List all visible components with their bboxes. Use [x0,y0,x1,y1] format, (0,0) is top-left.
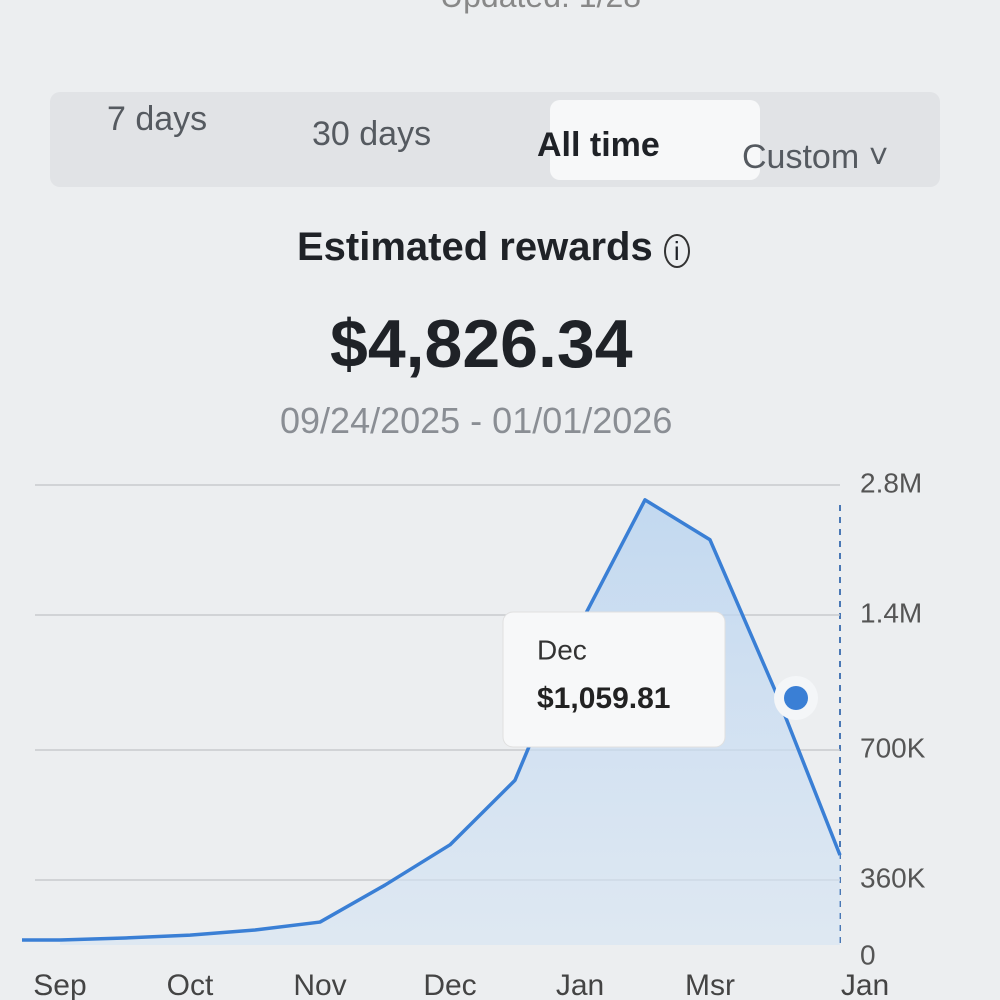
info-icon[interactable]: i [663,234,690,268]
tab[interactable]: 7 days [107,100,208,138]
x-tick-label: Jan [556,969,604,1000]
tooltip-box [502,611,726,748]
x-tick-label: Oct [167,969,214,1000]
x-tick-label: Sep [33,969,86,1000]
summary-title: Estimated rewards i [297,225,690,270]
date-range: 09/24/2025 - 01/01/2026 [280,400,673,441]
y-tick-label: 360K [860,862,926,893]
x-tick-label: Jan [841,969,889,1000]
y-tick-label: 2.8M [860,467,922,498]
tab[interactable]: Custom ˅ [742,138,889,176]
updated-text: Updated: 1/28 [440,0,641,15]
tab[interactable]: 30 days [312,115,432,153]
x-tick-label: Dec [423,969,476,1000]
tab[interactable]: All time [537,126,660,164]
x-tick-label: Nov [293,969,346,1000]
tab-label[interactable]: Custom [742,138,860,176]
tab-bar: 7 days 30 days All time Custom ˅ [50,92,940,187]
hover-dot [784,686,808,710]
tooltip-title: Dec [537,634,587,665]
tooltip-text: $1,059.81 [537,682,670,715]
tab-selected-bg [550,100,760,180]
summary-title-text: Estimated rewards [297,225,653,269]
y-tick-label: 1.4M [860,597,922,628]
x-tick-label: Msr [685,969,735,1000]
y-tick-label: 700K [860,732,926,763]
summary-amount: $4,826.34 [330,306,633,382]
y-tick-label: 0 [860,939,876,970]
area [60,499,840,945]
line [59,498,842,942]
